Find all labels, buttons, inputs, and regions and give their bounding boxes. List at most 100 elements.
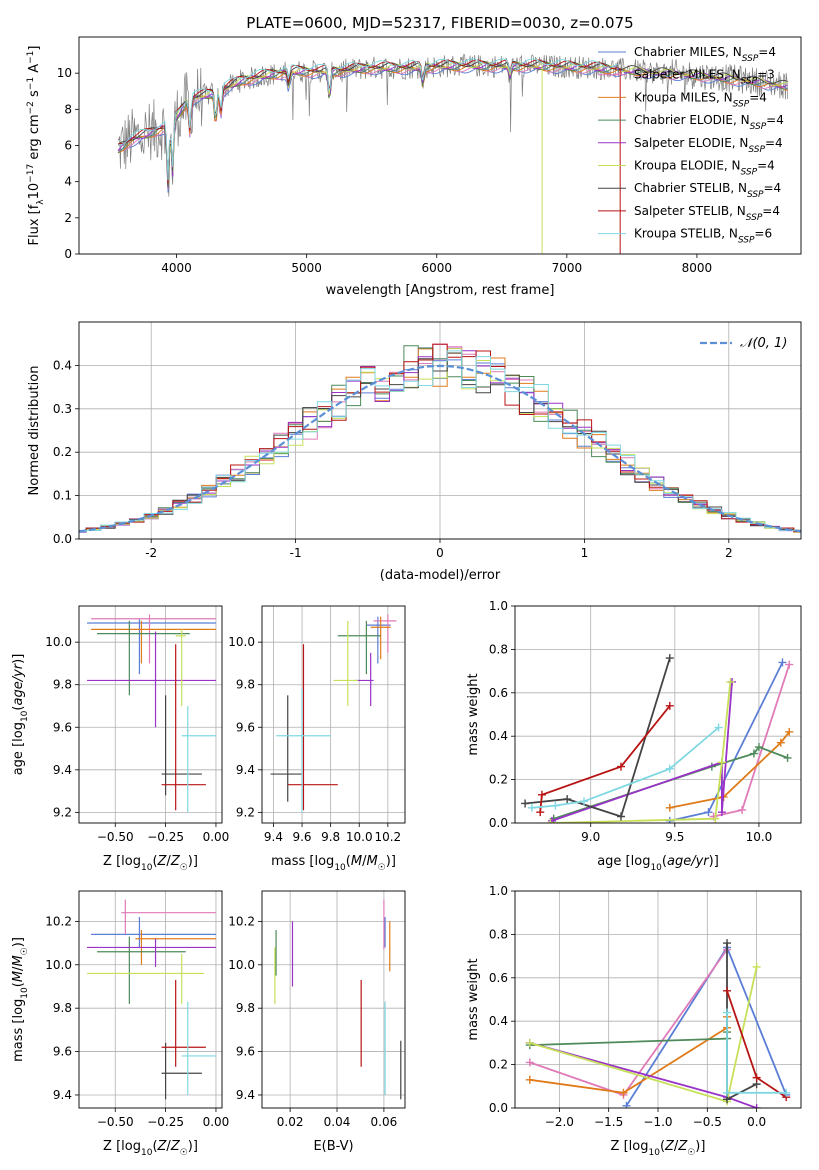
x-axis-label: Z [log10(Z/Z☉)] — [103, 854, 198, 873]
y-axis-label: mass weight — [466, 673, 481, 755]
weight-marker — [563, 795, 572, 804]
y-tick-label: 10.2 — [228, 914, 255, 928]
weight-series — [546, 677, 735, 823]
mass-vs-ebv-panel: 0.02 0.04 0.06 9.4 9.6 9.8 10.0 10.2 E(B-V) — [228, 890, 406, 1154]
axes: 9.0 9.5 10.0 0.0 0.2 0.4 0.6 0.8 1.0 age [log10(a… — [466, 599, 802, 873]
model-spectrum-line — [117, 59, 618, 184]
data-point — [181, 1001, 216, 1095]
model-spectrum-line — [163, 61, 789, 187]
x-tick-label: 0.00 — [203, 830, 230, 844]
weight-marker — [525, 1075, 534, 1084]
x-tick-label: 0 — [436, 546, 444, 560]
axes-frame — [78, 605, 223, 824]
x-tick-label: 10.0 — [346, 830, 373, 844]
data-point — [161, 1042, 202, 1100]
x-tick-label: −1.0 — [643, 1115, 672, 1129]
legend-label: Salpeter ELODIE, NSSP=4 — [634, 136, 783, 155]
x-tick-label: 9.8 — [321, 830, 340, 844]
data-point — [97, 620, 190, 696]
y-tick-label: 0.4 — [489, 1014, 508, 1028]
axes-frame — [261, 605, 406, 824]
weight-series — [527, 723, 723, 812]
x-tick-label: −0.25 — [147, 1115, 184, 1129]
weight-marker — [738, 805, 747, 814]
plot-area — [521, 654, 794, 823]
axes-frame — [78, 321, 802, 540]
y-tick-label: 0.8 — [489, 642, 508, 656]
legend-label: Salpeter MILES, NSSP=3 — [634, 68, 775, 87]
y-axis-label: Flux [fλ10−17 erg cm−2 s−1 A−1] — [26, 46, 46, 246]
data-point — [276, 688, 331, 813]
weight-marker — [723, 1008, 732, 1017]
weight-marker — [717, 808, 726, 817]
x-tick-label: 0.00 — [203, 1115, 230, 1129]
weight-marker — [536, 808, 545, 817]
axes-frame — [514, 890, 802, 1109]
y-tick-label: 10.0 — [45, 958, 72, 972]
data-point — [87, 953, 204, 1004]
x-tick-label: 6000 — [421, 261, 452, 275]
y-tick-label: 9.8 — [53, 1001, 72, 1015]
weight-marker — [521, 799, 530, 808]
weight-series — [536, 701, 674, 817]
weight-marker — [527, 803, 536, 812]
x-tick-label: −0.25 — [147, 830, 184, 844]
y-tick-label: 1.0 — [489, 884, 508, 898]
legend: Chabrier MILES, NSSP=4 Salpeter MILES, NS… — [598, 45, 784, 246]
weight-marker — [665, 701, 674, 710]
data-point — [333, 620, 358, 706]
weight-vs-age-panel: 9.0 9.5 10.0 0.0 0.2 0.4 0.6 0.8 1.0 age [log10(a… — [466, 599, 802, 873]
weight-marker — [537, 790, 546, 799]
grid — [79, 891, 222, 1108]
y-axis-label: Normed distribution — [27, 366, 42, 496]
y-tick-label: 6 — [64, 139, 72, 153]
weight-line — [550, 681, 732, 823]
plot-area — [117, 53, 789, 254]
weight-marker — [785, 660, 794, 669]
figure-title: PLATE=0600, MJD=52317, FIBERID=0030, z=0… — [246, 14, 633, 32]
y-axis-label: mass [log10(M/M☉)] — [11, 937, 30, 1062]
axes: −2.0 −1.5 −1.0 −0.5 0.0 0.0 0.2 0.4 0.6 0.8 1.0 Z [… — [466, 884, 802, 1158]
data-point — [91, 620, 216, 664]
y-tick-label: 0.4 — [489, 729, 508, 743]
data-point — [181, 705, 216, 813]
weight-series — [723, 1008, 791, 1097]
y-tick-label: 0.4 — [53, 358, 72, 372]
weight-marker — [752, 1073, 761, 1082]
axes: −0.50 −0.25 0.00 9.4 9.6 9.8 10.0 10.2 Z [log10(… — [11, 890, 230, 1158]
data-point — [287, 644, 338, 811]
weight-series — [525, 945, 732, 1099]
x-axis-label: mass [log10(M/M☉)] — [271, 854, 396, 873]
grid — [262, 606, 405, 823]
spectrum-panel: 4000 5000 6000 7000 8000 0 2 4 6 8 10 wavelength [A… — [26, 36, 802, 298]
weight-marker — [785, 727, 794, 736]
y-tick-label: 9.6 — [236, 720, 255, 734]
y-tick-label: 9.4 — [236, 763, 255, 777]
plot-area — [525, 939, 791, 1108]
model-spectrum-line — [117, 58, 618, 181]
weight-series — [665, 658, 787, 823]
x-tick-label: 9.0 — [581, 830, 600, 844]
weight-marker — [749, 749, 758, 758]
weight-marker — [616, 762, 625, 771]
weight-marker — [711, 814, 720, 823]
weight-marker — [723, 1088, 732, 1097]
weight-marker — [723, 939, 732, 948]
model-spectrum-line — [117, 63, 788, 187]
weight-line — [669, 731, 790, 809]
x-tick-label: 1 — [581, 546, 589, 560]
x-tick-label: 9.4 — [264, 830, 283, 844]
weight-marker — [665, 803, 674, 812]
y-tick-label: 9.6 — [236, 1045, 255, 1059]
legend-label: Kroupa STELIB, NSSP=6 — [634, 227, 772, 246]
y-tick-label: 0.3 — [53, 402, 72, 416]
y-tick-label: 9.8 — [53, 678, 72, 692]
data-point — [87, 618, 216, 675]
weight-marker — [783, 753, 792, 762]
axes: 0.02 0.04 0.06 9.4 9.6 9.8 10.0 10.2 E(B-V) — [228, 890, 406, 1154]
data-point — [121, 899, 216, 935]
y-tick-label: 9.8 — [236, 1001, 255, 1015]
y-tick-label: 0.6 — [489, 686, 508, 700]
axes-frame — [78, 36, 802, 255]
